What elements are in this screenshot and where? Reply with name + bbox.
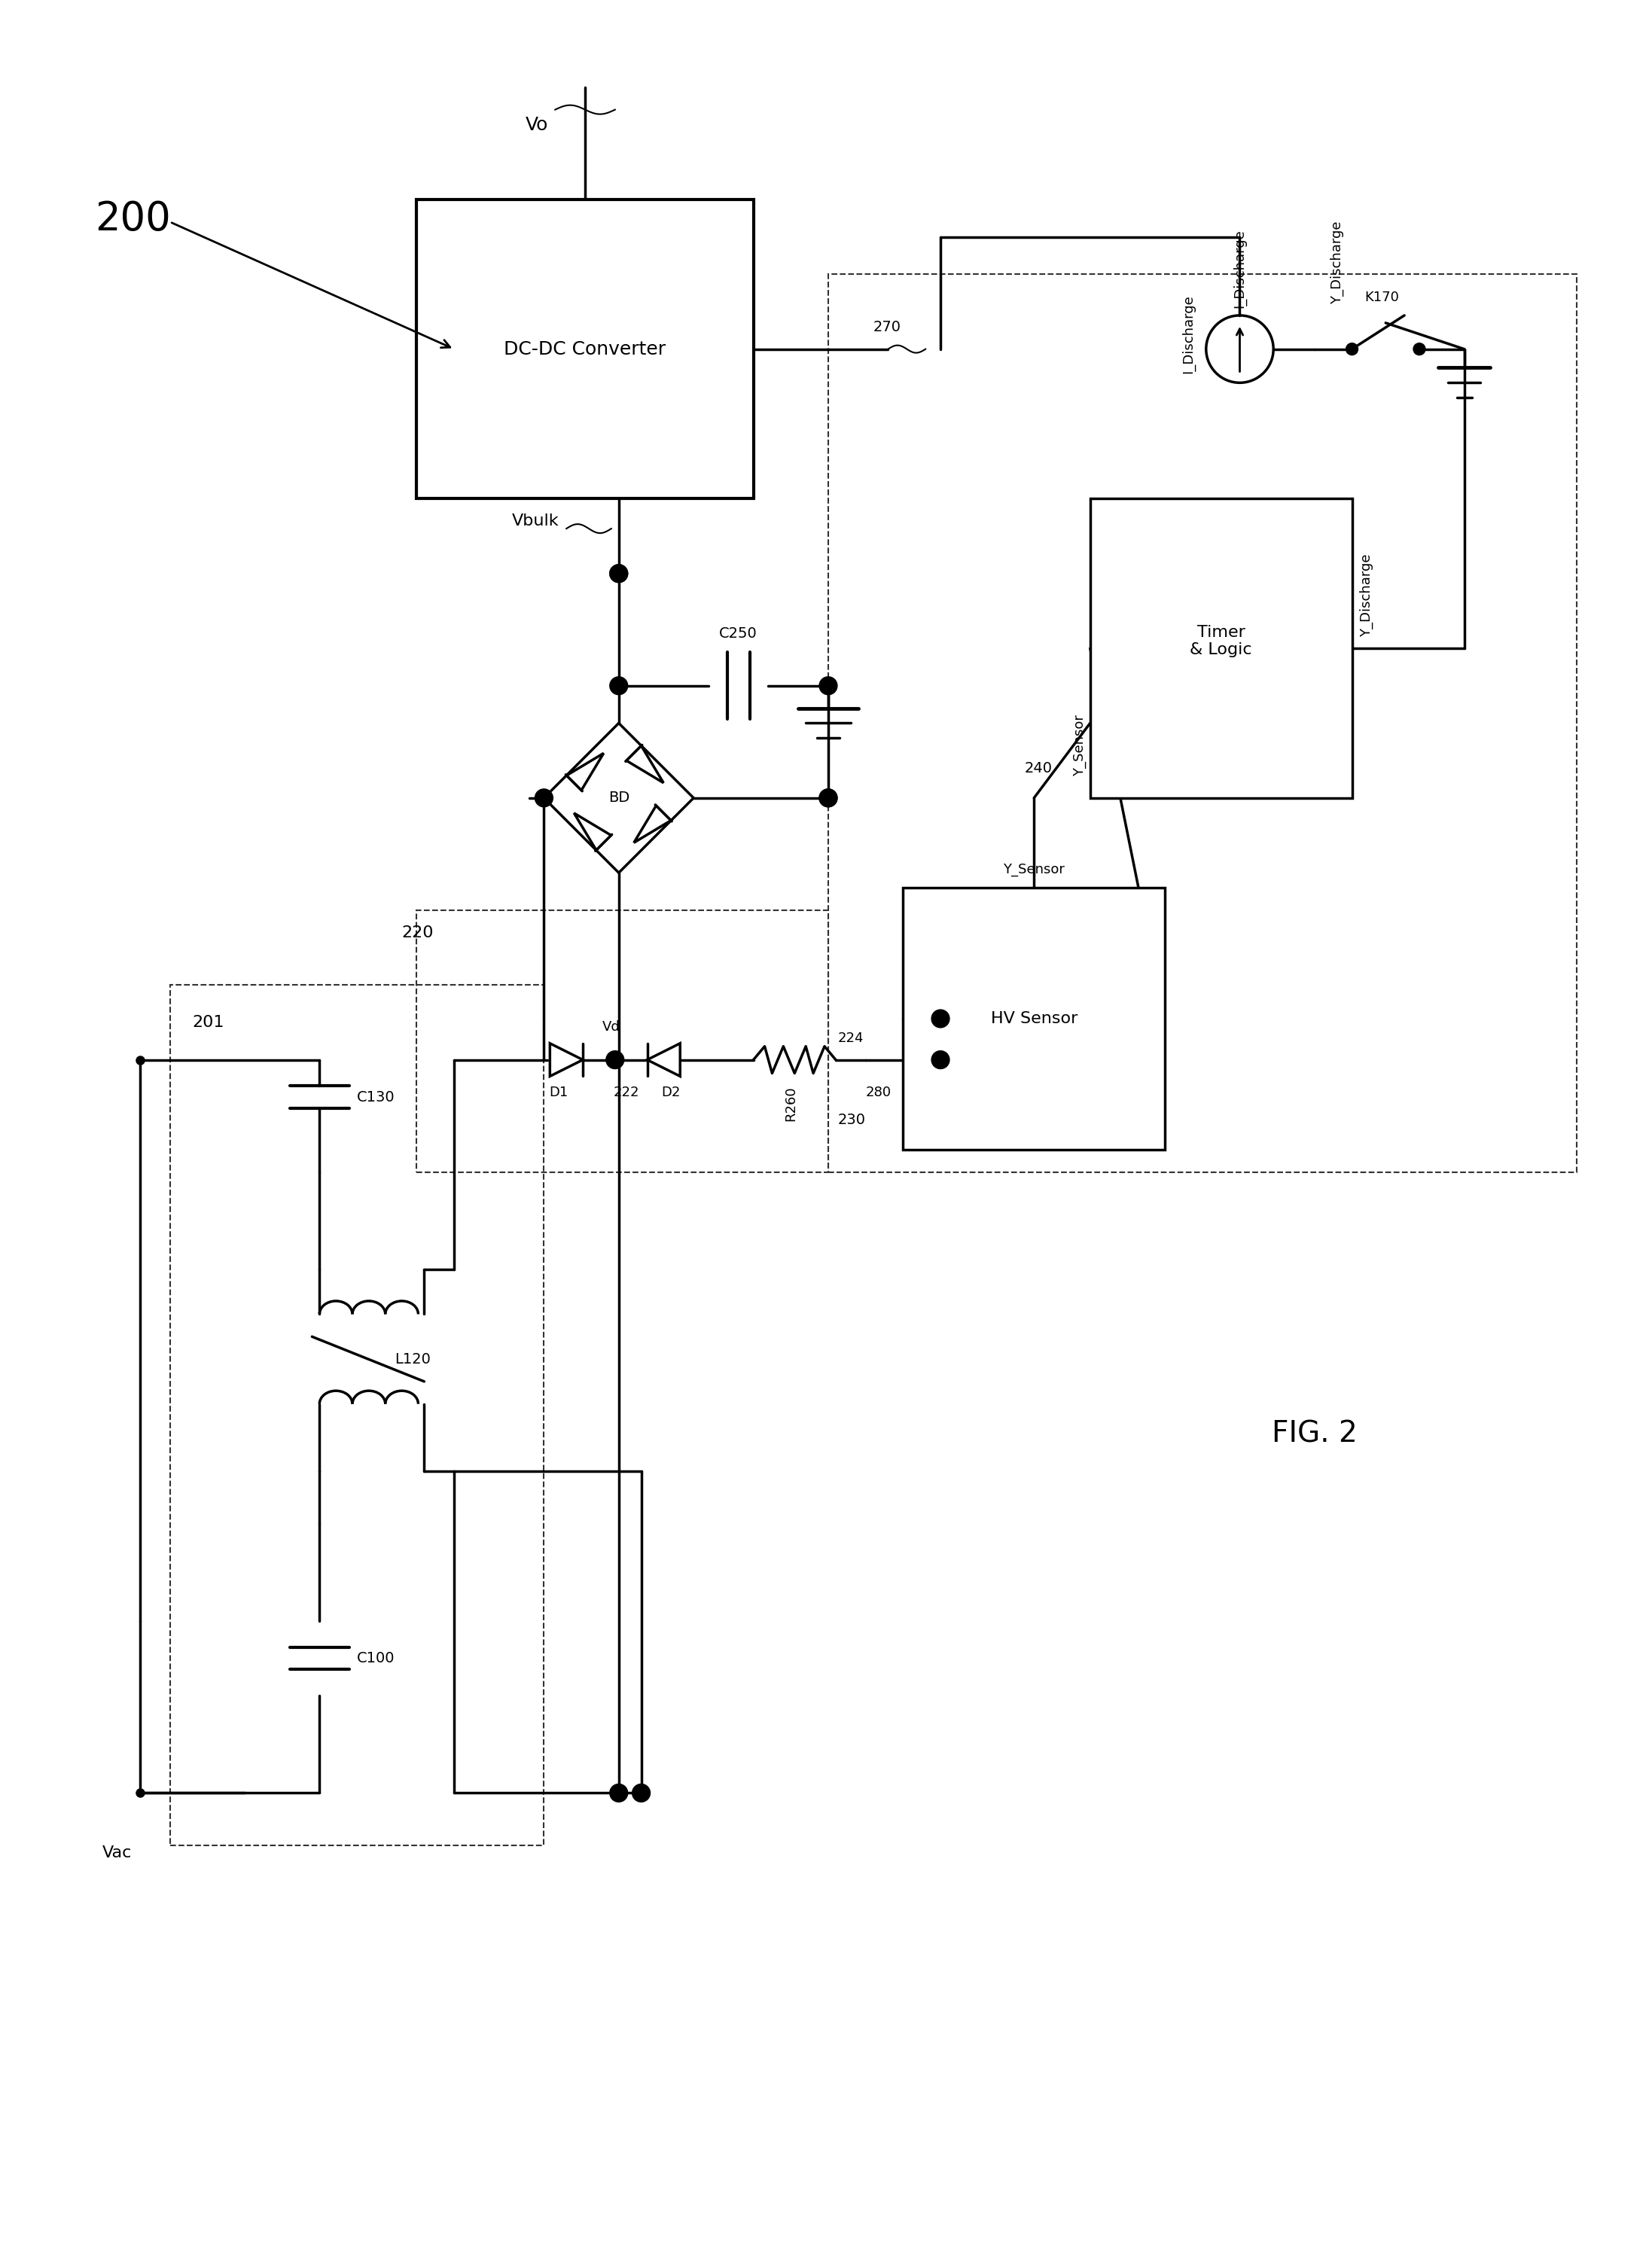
Text: 230: 230 (838, 1114, 866, 1127)
Circle shape (819, 788, 838, 806)
Polygon shape (573, 813, 611, 849)
Polygon shape (634, 806, 671, 842)
Text: 224: 224 (838, 1032, 864, 1046)
Text: K170: K170 (1365, 290, 1399, 303)
Bar (416, 199, 753, 498)
Text: Y_Sensor: Y_Sensor (1003, 863, 1066, 876)
Text: C250: C250 (719, 627, 758, 641)
Text: 240: 240 (1024, 761, 1052, 777)
Circle shape (610, 564, 628, 582)
Text: I_Discharge: I_Discharge (1181, 294, 1194, 374)
Text: 220: 220 (401, 926, 434, 940)
Text: Y_Sensor: Y_Sensor (1072, 715, 1087, 777)
Text: Timer
& Logic: Timer & Logic (1189, 625, 1252, 657)
Polygon shape (648, 1044, 681, 1075)
Text: C100: C100 (357, 1650, 395, 1666)
Circle shape (932, 1010, 950, 1028)
Bar (416, 910, 828, 1173)
Text: Vbulk: Vbulk (512, 514, 558, 530)
Text: D1: D1 (550, 1087, 568, 1100)
Text: Vd: Vd (603, 1021, 620, 1035)
Text: Y_Discharge: Y_Discharge (1330, 222, 1343, 303)
Bar (1090, 498, 1351, 797)
Circle shape (819, 677, 838, 695)
Text: DC-DC Converter: DC-DC Converter (504, 340, 666, 358)
Circle shape (819, 788, 838, 806)
Circle shape (1414, 344, 1426, 355)
Text: D2: D2 (661, 1087, 681, 1100)
Circle shape (610, 564, 628, 582)
Circle shape (932, 1050, 950, 1069)
Text: 280: 280 (866, 1087, 892, 1100)
Circle shape (610, 677, 628, 695)
Text: BD: BD (608, 790, 629, 806)
Text: Vo: Vo (525, 115, 548, 134)
Text: I_Discharge: I_Discharge (1232, 229, 1247, 308)
Polygon shape (626, 745, 664, 783)
Text: 222: 222 (613, 1087, 639, 1100)
Bar (170, 985, 544, 1845)
Text: C130: C130 (357, 1089, 395, 1105)
Text: L120: L120 (395, 1352, 430, 1365)
Text: 200: 200 (96, 199, 170, 238)
Text: HV Sensor: HV Sensor (991, 1012, 1077, 1026)
Text: 270: 270 (874, 319, 900, 335)
Circle shape (633, 1784, 651, 1802)
Bar (828, 274, 1576, 1173)
Text: R260: R260 (785, 1087, 798, 1121)
Text: Y_Discharge: Y_Discharge (1360, 555, 1373, 636)
Text: Vac: Vac (102, 1845, 132, 1861)
Circle shape (1346, 344, 1358, 355)
Text: Va: Va (904, 1087, 920, 1100)
Circle shape (606, 1050, 624, 1069)
Circle shape (610, 1784, 628, 1802)
Text: FIG. 2: FIG. 2 (1272, 1420, 1358, 1449)
Polygon shape (567, 754, 603, 790)
Circle shape (535, 788, 553, 806)
Text: 201: 201 (192, 1014, 225, 1030)
Polygon shape (550, 1044, 583, 1075)
Bar (904, 887, 1165, 1150)
